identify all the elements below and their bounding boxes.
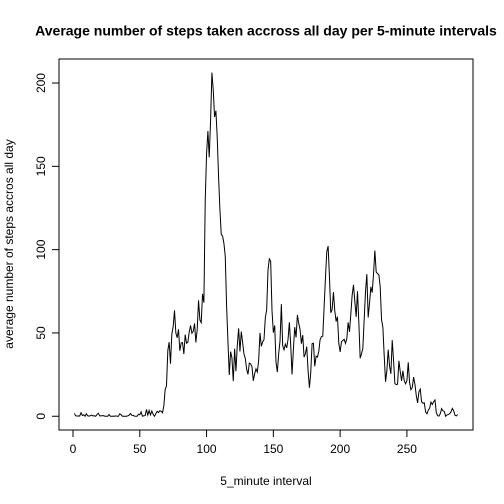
y-tick-label: 100: [34, 239, 48, 259]
x-tick-label: 0: [70, 442, 77, 456]
y-tick-label: 0: [34, 413, 48, 420]
chart-title: Average number of steps taken accross al…: [35, 23, 497, 39]
x-tick-label: 250: [397, 442, 417, 456]
x-tick-label: 150: [263, 442, 283, 456]
y-tick-label: 200: [34, 73, 48, 93]
x-tick-label: 100: [197, 442, 217, 456]
y-tick-label: 50: [34, 326, 48, 340]
x-axis-label: 5_minute interval: [220, 474, 311, 488]
plot-frame: [58, 58, 474, 431]
data-line: [73, 72, 459, 418]
x-tick-label: 50: [133, 442, 147, 456]
x-tick-label: 200: [330, 442, 350, 456]
y-axis-label: average number of steps accros all day: [2, 139, 16, 348]
y-tick-label: 150: [34, 156, 48, 176]
